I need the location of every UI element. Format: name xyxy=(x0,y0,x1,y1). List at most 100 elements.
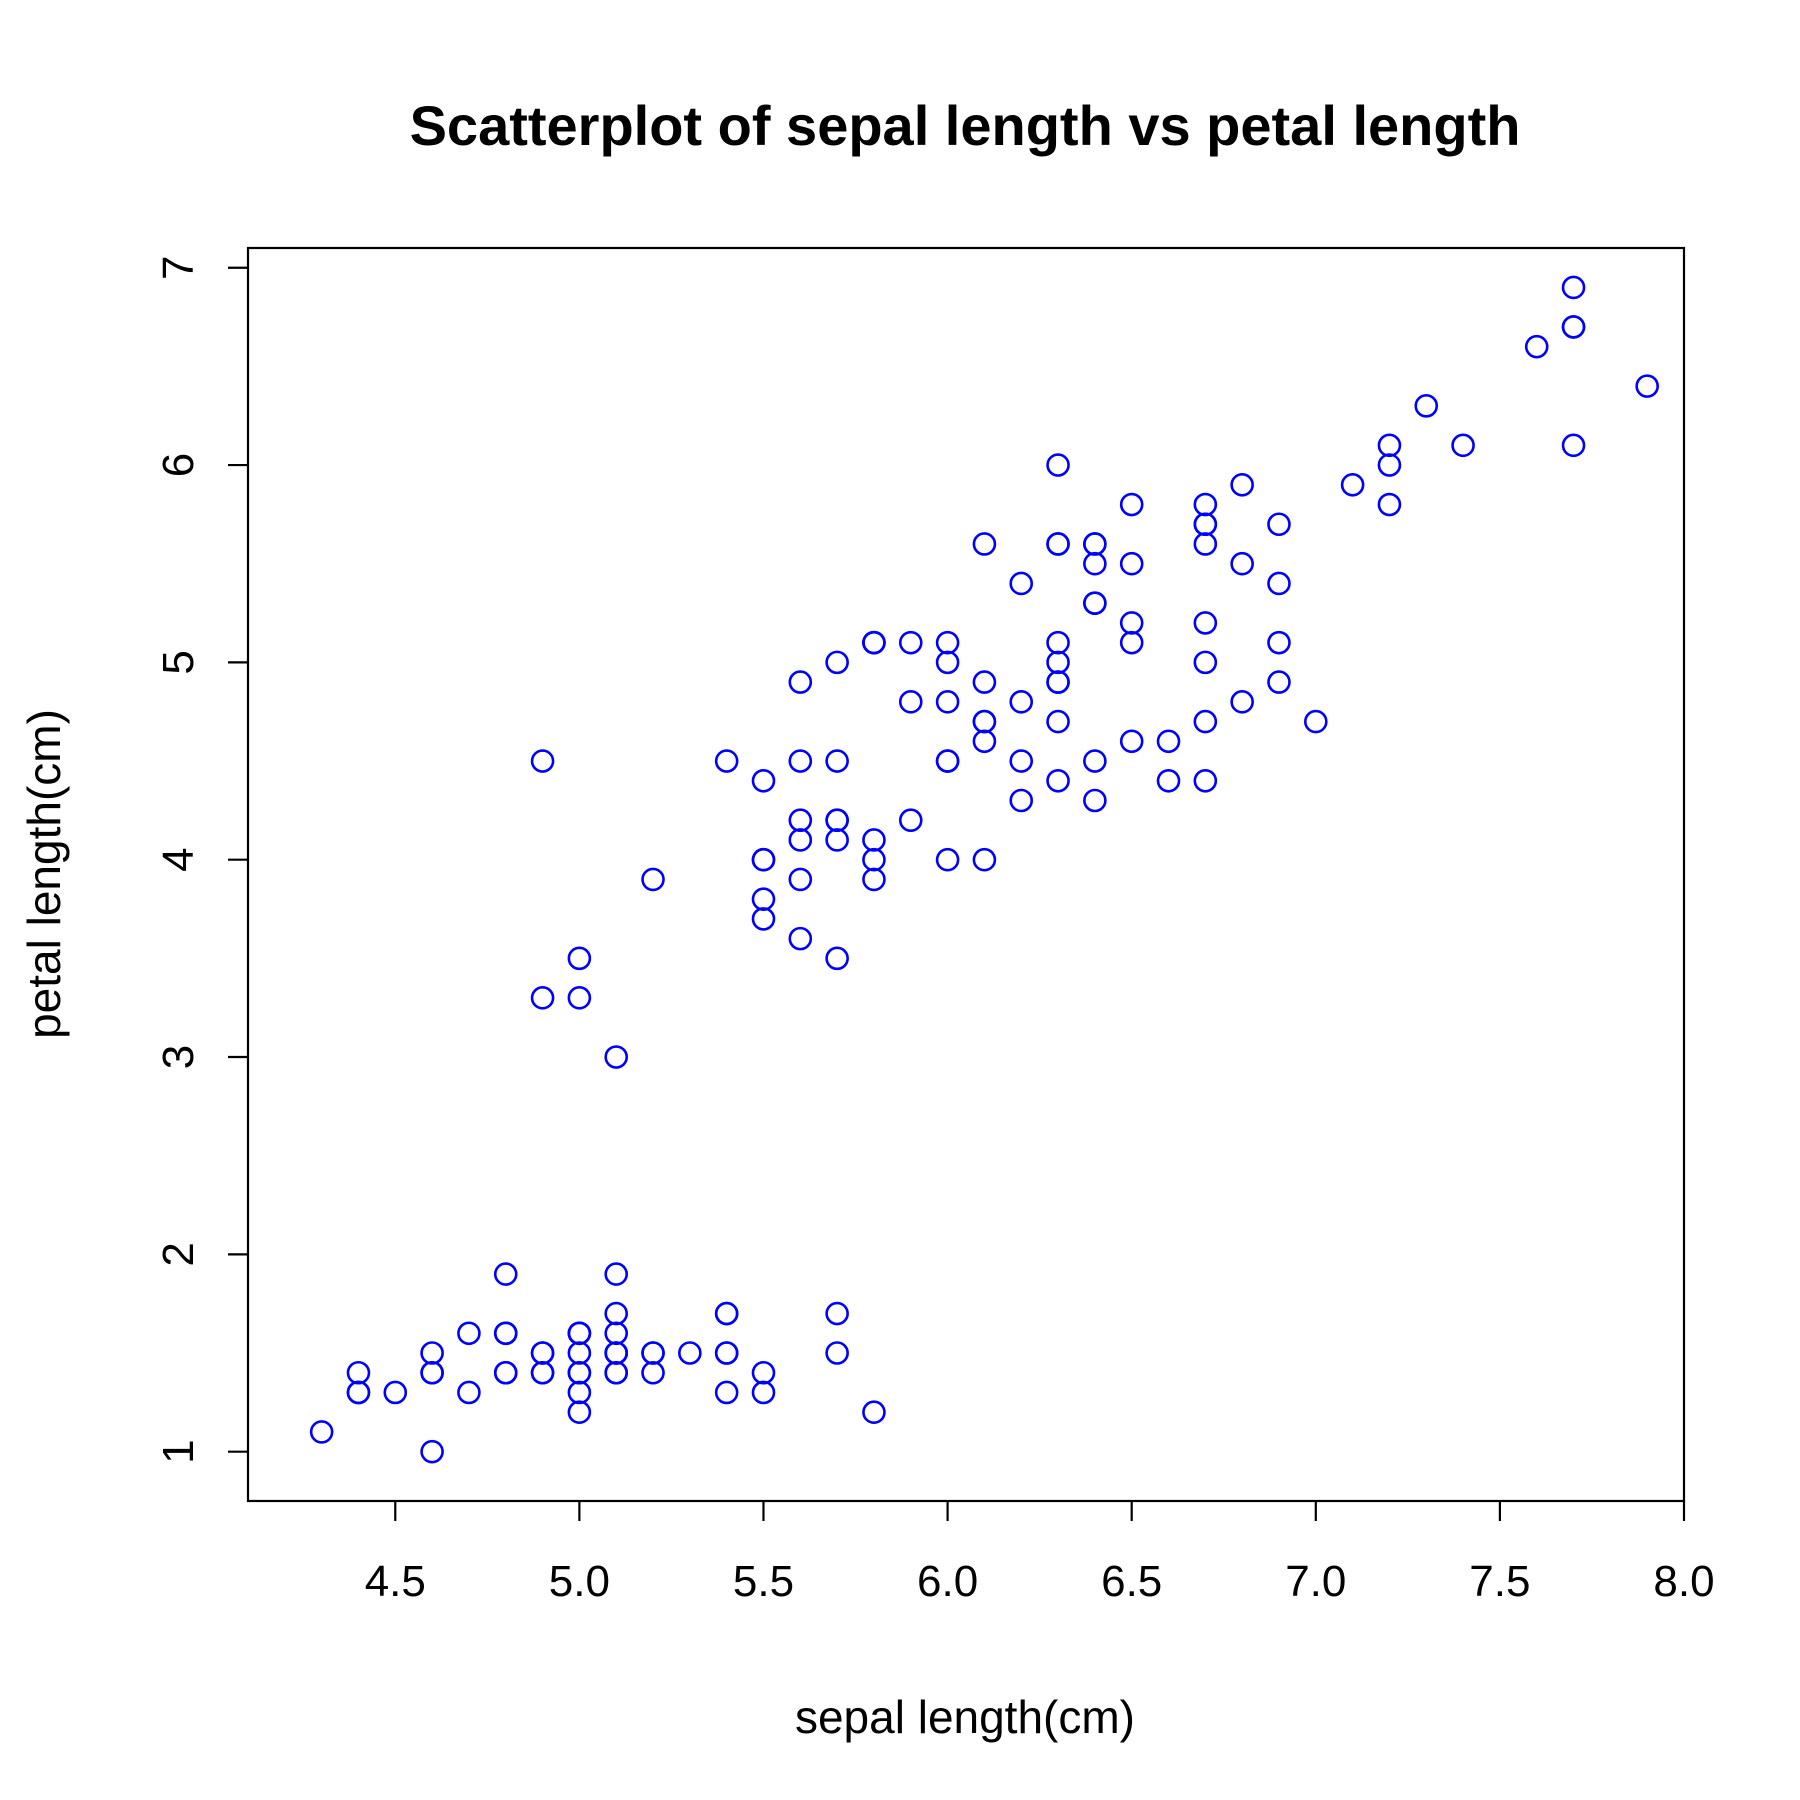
data-point xyxy=(751,847,776,872)
data-point xyxy=(751,768,776,793)
data-point xyxy=(1340,472,1365,497)
data-point xyxy=(1267,512,1291,537)
data-point xyxy=(972,532,997,556)
data-point xyxy=(935,630,960,655)
data-point xyxy=(972,670,997,694)
data-point xyxy=(1230,472,1254,497)
chart-title: Scatterplot of sepal length vs petal len… xyxy=(410,94,1521,157)
data-point xyxy=(862,1400,886,1425)
data-point xyxy=(493,1321,518,1346)
data-point xyxy=(604,1321,629,1346)
data-point xyxy=(972,847,997,872)
data-point xyxy=(1046,670,1070,694)
data-point xyxy=(457,1321,481,1346)
data-point xyxy=(1303,709,1328,734)
data-point xyxy=(1193,532,1218,556)
data-point xyxy=(493,1262,518,1286)
data-point xyxy=(604,1301,629,1326)
x-tick-label: 8.0 xyxy=(1653,1557,1714,1606)
data-point xyxy=(1119,492,1144,517)
data-point xyxy=(1046,768,1070,793)
data-point xyxy=(567,1321,592,1346)
data-point xyxy=(1230,551,1254,576)
data-point xyxy=(1635,374,1659,398)
data-point xyxy=(825,1301,849,1326)
data-point xyxy=(1119,729,1144,754)
y-axis: 1 2 3 4 5 6 7 xyxy=(154,255,248,1464)
data-point xyxy=(1230,690,1254,714)
y-tick-label: 4 xyxy=(154,847,203,871)
data-point xyxy=(788,670,813,694)
data-point xyxy=(567,1400,592,1425)
x-axis: 4.5 5.0 5.5 6.0 6.5 7.0 7.5 8.0 xyxy=(365,1501,1715,1606)
data-point xyxy=(788,867,813,892)
data-point xyxy=(567,1380,592,1405)
data-point xyxy=(1267,670,1291,694)
data-point xyxy=(788,808,813,833)
data-point xyxy=(1377,433,1402,458)
data-point xyxy=(567,1360,592,1385)
x-tick-label: 7.0 xyxy=(1285,1557,1346,1606)
data-point xyxy=(714,1341,739,1365)
data-point xyxy=(641,1341,665,1365)
data-point xyxy=(604,1360,629,1385)
data-point xyxy=(1009,571,1034,596)
data-point xyxy=(935,847,960,872)
data-point xyxy=(1193,650,1218,675)
data-point xyxy=(862,847,886,872)
data-point xyxy=(1193,709,1218,734)
data-point xyxy=(1083,788,1107,813)
data-point xyxy=(1156,768,1181,793)
data-point xyxy=(1156,729,1181,754)
data-point xyxy=(567,986,592,1010)
data-point xyxy=(751,907,776,931)
data-point xyxy=(1009,788,1034,813)
data-point xyxy=(1119,630,1144,655)
y-tick-label: 3 xyxy=(154,1045,203,1069)
data-point xyxy=(1414,394,1439,418)
data-point xyxy=(1193,768,1218,793)
data-point xyxy=(898,690,923,714)
data-point xyxy=(1561,315,1586,339)
data-point xyxy=(604,1341,629,1365)
data-point xyxy=(862,828,886,852)
data-point xyxy=(714,1301,739,1326)
data-point xyxy=(788,749,813,773)
data-point xyxy=(309,1420,334,1444)
data-point xyxy=(1119,611,1144,635)
data-point xyxy=(935,650,960,675)
data-point xyxy=(1267,571,1291,596)
data-point xyxy=(530,749,555,773)
x-tick-label: 6.5 xyxy=(1101,1557,1162,1606)
x-tick-label: 6.0 xyxy=(917,1557,978,1606)
y-axis-label: petal length(cm) xyxy=(18,709,70,1039)
data-point xyxy=(493,1360,518,1385)
data-point xyxy=(1083,532,1107,556)
data-point xyxy=(1561,433,1586,458)
data-point xyxy=(1451,433,1475,458)
data-point xyxy=(346,1380,371,1405)
data-point xyxy=(1046,709,1070,734)
data-point xyxy=(935,749,960,773)
data-point xyxy=(567,1341,592,1365)
data-point xyxy=(751,887,776,911)
data-point xyxy=(420,1341,444,1365)
data-point xyxy=(457,1380,481,1405)
data-point xyxy=(420,1439,444,1464)
data-point xyxy=(678,1341,702,1365)
data-point xyxy=(1267,630,1291,655)
x-tick-label: 5.5 xyxy=(733,1557,794,1606)
data-point xyxy=(1083,551,1107,576)
data-point xyxy=(862,867,886,892)
data-point xyxy=(751,1380,776,1405)
data-point xyxy=(383,1380,408,1405)
y-tick-label: 5 xyxy=(154,650,203,674)
data-point xyxy=(1193,492,1218,517)
data-point xyxy=(1524,334,1549,359)
x-tick-label: 5.0 xyxy=(549,1557,610,1606)
data-point xyxy=(1046,650,1070,675)
data-point xyxy=(420,1360,444,1385)
data-point xyxy=(1046,532,1070,556)
data-point xyxy=(862,630,886,655)
